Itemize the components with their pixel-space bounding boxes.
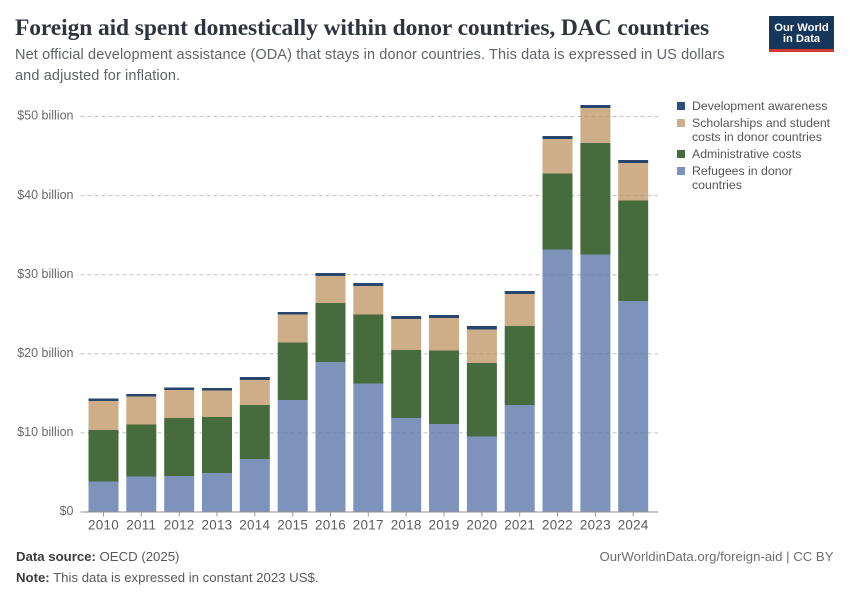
svg-text:2019: 2019 <box>429 518 460 533</box>
svg-text:2018: 2018 <box>391 518 422 533</box>
svg-text:2015: 2015 <box>277 518 308 533</box>
svg-text:2021: 2021 <box>504 518 535 533</box>
svg-text:$50 billion: $50 billion <box>17 109 73 123</box>
svg-text:2022: 2022 <box>542 518 573 533</box>
svg-text:2020: 2020 <box>466 518 497 533</box>
svg-text:2011: 2011 <box>126 518 156 533</box>
svg-text:2010: 2010 <box>88 518 119 533</box>
svg-text:$10 billion: $10 billion <box>17 425 73 439</box>
svg-text:$40 billion: $40 billion <box>17 188 73 202</box>
svg-text:$30 billion: $30 billion <box>17 267 73 281</box>
svg-text:2016: 2016 <box>315 518 346 533</box>
svg-text:$20 billion: $20 billion <box>17 346 73 360</box>
svg-text:$0: $0 <box>60 504 74 518</box>
svg-text:2013: 2013 <box>202 518 233 533</box>
svg-text:2014: 2014 <box>239 518 270 533</box>
svg-text:2024: 2024 <box>618 518 649 533</box>
svg-text:2017: 2017 <box>353 518 384 533</box>
svg-text:2012: 2012 <box>164 518 195 533</box>
svg-text:2023: 2023 <box>580 518 611 533</box>
